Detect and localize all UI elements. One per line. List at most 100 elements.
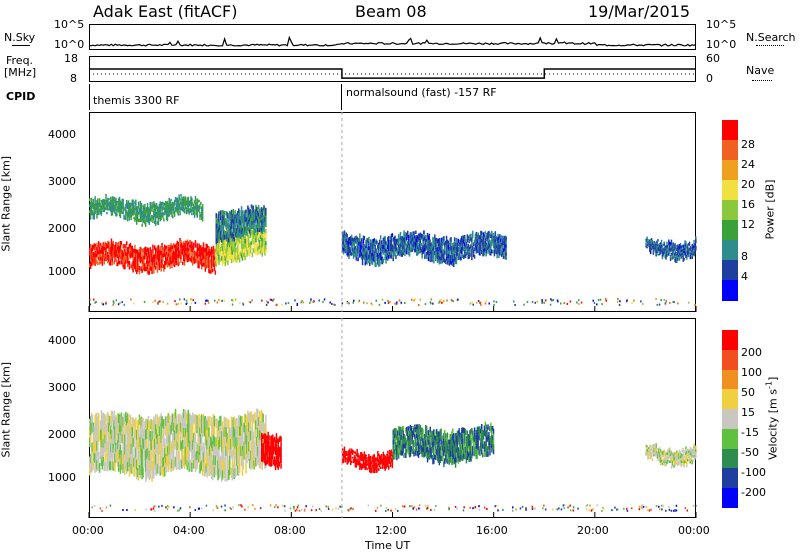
velocity-cell <box>113 448 115 459</box>
velocity-cell <box>388 459 391 462</box>
power-cell <box>177 262 179 267</box>
power-cell <box>416 235 419 239</box>
power-cell <box>110 210 113 214</box>
power-cell <box>472 230 474 235</box>
velocity-cell <box>258 458 261 469</box>
power-cell <box>156 221 159 225</box>
power-cell <box>123 265 125 270</box>
power-cell <box>448 262 450 266</box>
power-cell <box>451 261 453 266</box>
power-cell <box>469 245 471 250</box>
power-cell <box>175 207 178 210</box>
velocity-cell <box>230 467 233 478</box>
power-cell <box>192 262 194 266</box>
power-cell <box>454 249 457 254</box>
velocity-cell <box>397 435 399 441</box>
power-cell <box>447 249 450 254</box>
power-cell <box>154 265 157 270</box>
power-speckle <box>322 300 324 303</box>
power-cell <box>138 248 141 254</box>
power-speckle <box>660 299 662 302</box>
power-cell <box>360 256 363 260</box>
velocity-cell <box>343 452 346 455</box>
power-cell <box>242 244 245 249</box>
power-cell <box>662 254 665 257</box>
velocity-cell <box>178 423 180 434</box>
power-cell <box>410 240 413 245</box>
velocity-cell <box>277 459 279 465</box>
power-cell <box>455 259 458 265</box>
power-cell <box>253 223 255 228</box>
velocity-cell <box>197 434 199 444</box>
power-cell <box>253 244 255 249</box>
velocity-cell <box>97 443 99 453</box>
power-speckle <box>419 298 421 301</box>
velocity-cell <box>369 464 371 467</box>
power-cell <box>453 250 455 255</box>
velocity-cell <box>206 468 208 478</box>
power-cell <box>353 253 356 258</box>
power-cell <box>387 245 389 249</box>
power-cell <box>436 247 439 252</box>
velocity-cell <box>361 456 364 459</box>
power-cell <box>160 212 162 217</box>
power-cell <box>264 238 266 243</box>
power-cell <box>135 213 137 217</box>
power-cell <box>249 234 252 239</box>
velocity-cell <box>153 468 155 479</box>
velocity-cell <box>172 452 174 462</box>
velocity-cell <box>250 440 253 450</box>
power-cell <box>122 259 124 264</box>
power-cell <box>229 239 231 244</box>
velocity-cell <box>122 454 124 464</box>
power-cell <box>397 247 400 252</box>
power-cell <box>682 250 684 254</box>
colorbar-swatch <box>722 468 738 489</box>
power-cell <box>206 252 208 256</box>
power-cell <box>149 211 151 215</box>
power-cell <box>175 209 178 212</box>
velocity-cell <box>342 457 345 460</box>
power-cell <box>113 199 115 203</box>
velocity-cell <box>246 444 248 455</box>
power-cell <box>691 256 693 259</box>
velocity-cell <box>270 461 272 467</box>
velocity-cell <box>407 449 410 455</box>
power-cell <box>659 253 661 256</box>
velocity-cell <box>163 419 165 429</box>
velocity-cell <box>422 451 424 457</box>
power-cell <box>499 241 501 245</box>
power-speckle <box>249 301 252 304</box>
power-cell <box>401 249 403 254</box>
power-cell <box>433 238 435 243</box>
power-cell <box>257 234 260 238</box>
power-cell <box>132 249 134 253</box>
power-cell <box>108 244 111 248</box>
power-cell <box>130 211 133 215</box>
power-cell <box>182 254 185 258</box>
power-cell <box>504 243 506 248</box>
power-cell <box>467 251 469 256</box>
power-cell <box>240 215 243 221</box>
velocity-cell <box>387 450 389 454</box>
power-cell <box>214 261 217 266</box>
power-cell <box>146 264 149 270</box>
power-cell <box>399 251 402 256</box>
power-cell <box>109 209 112 212</box>
power-speckle <box>669 301 671 304</box>
power-cell <box>365 260 367 265</box>
power-cell <box>100 208 103 211</box>
power-cell <box>363 244 366 249</box>
power-cell <box>676 245 678 248</box>
velocity-cell <box>92 432 95 442</box>
velocity-cell <box>177 441 179 451</box>
velocity-cell <box>178 451 180 461</box>
power-cell <box>175 197 178 200</box>
power-cell <box>666 247 668 251</box>
power-cell <box>487 235 489 239</box>
velocity-cell <box>188 413 190 424</box>
velocity-cell <box>127 424 130 434</box>
velocity-cell <box>128 429 131 439</box>
power-cell <box>118 206 121 210</box>
power-cell <box>140 209 142 213</box>
